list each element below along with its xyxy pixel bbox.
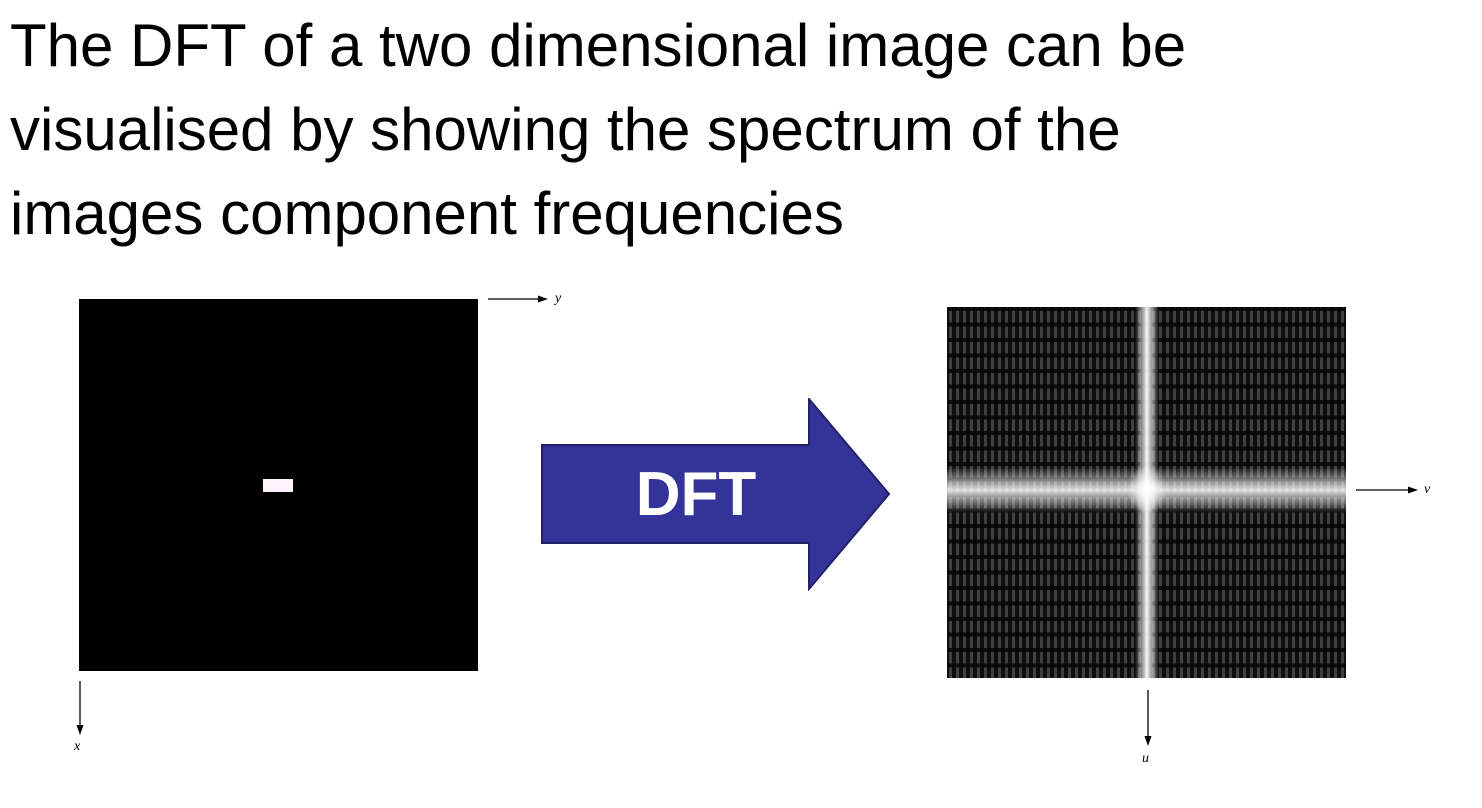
dft-label: DFT [635, 460, 757, 529]
v-axis-arrow [1356, 486, 1418, 494]
spatial-domain-image [79, 299, 478, 671]
y-axis-label: y [555, 291, 562, 306]
heading-line-1: The DFT of a two dimensional image can b… [10, 12, 1187, 79]
frequency-spectrum-image [947, 307, 1346, 678]
dft-arrow-shape [541, 398, 891, 591]
dc-component [1127, 466, 1167, 514]
y-axis-arrow [488, 295, 548, 303]
dft-arrow: DFT [541, 398, 891, 591]
u-axis-label: u [1142, 751, 1149, 766]
heading-line-2: visualised by showing the spectrum of th… [10, 96, 1121, 163]
x-axis-arrow [76, 681, 84, 735]
x-axis-label: x [74, 739, 81, 754]
u-axis-arrow [1144, 690, 1152, 746]
heading-line-3: images component frequencies [10, 180, 844, 247]
slide-heading: The DFT of a two dimensional image can b… [10, 4, 1450, 256]
rectangle-object [263, 479, 293, 492]
v-axis-label: v [1424, 482, 1431, 497]
